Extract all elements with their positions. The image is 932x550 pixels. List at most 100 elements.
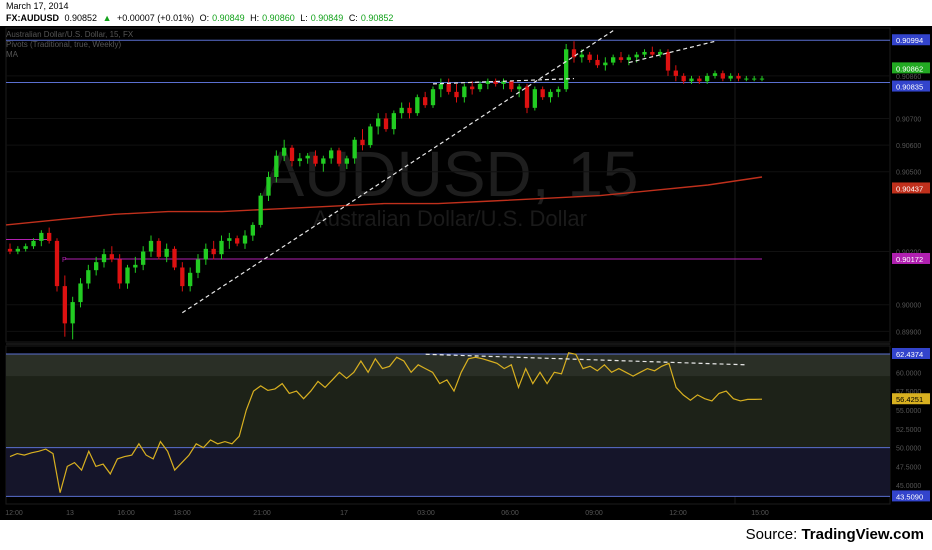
price-tick-label: 0.90600 <box>896 143 921 150</box>
candle-body <box>258 195 263 225</box>
candle-body <box>195 259 201 273</box>
watermark-name: Australian Dollar/U.S. Dollar <box>313 206 587 231</box>
candle-body <box>344 158 349 164</box>
x-tick-label: 21:00 <box>253 510 271 517</box>
price-tag-bg <box>892 62 930 74</box>
quote-line: FX:AUDUSD 0.90852 ▲ +0.00007 (+0.01%) O:… <box>6 13 396 23</box>
candle-body <box>156 240 161 257</box>
candle-body <box>399 107 404 114</box>
price-tick-label: 0.89900 <box>896 329 921 336</box>
candle-body <box>250 224 255 236</box>
candle-body <box>31 240 36 247</box>
open-value: 0.90849 <box>212 13 245 23</box>
candle-body <box>595 59 600 66</box>
rsi-tag: 56.4251 <box>896 395 923 404</box>
candle-body <box>297 158 302 162</box>
candle-body <box>360 139 365 146</box>
candle-body <box>172 248 177 268</box>
candle-body <box>219 240 224 255</box>
price-tag-bg <box>892 80 930 92</box>
candle-body <box>148 240 154 252</box>
close-value: 0.90852 <box>360 13 394 23</box>
candle-body <box>15 248 20 252</box>
candle-body <box>125 267 130 284</box>
candle-body <box>720 73 725 79</box>
source-label: Source: <box>745 526 798 543</box>
chart-header: March 17, 2014 FX:AUDUSD 0.90852 ▲ +0.00… <box>0 0 932 26</box>
candle-body <box>101 254 107 263</box>
x-tick-label: 12:00 <box>669 510 687 517</box>
candle-body <box>62 286 67 324</box>
rsi-tick-label: 45.0000 <box>896 483 921 490</box>
source-credit: Source: TradingView.com <box>746 526 924 543</box>
last-price: 0.90852 <box>64 13 98 23</box>
candle-body <box>571 49 577 58</box>
candle-body <box>689 78 694 82</box>
watermark-symbol: AUDUSD, 15 <box>262 138 639 210</box>
high-label: H: <box>250 13 260 23</box>
price-tag-bg <box>892 34 930 46</box>
candle-body <box>524 86 530 108</box>
chart-area[interactable]: AUDUSD, 15 Australian Dollar/U.S. Dollar … <box>0 26 932 520</box>
price-tag: 0.90835 <box>896 83 923 92</box>
candle-body <box>188 272 193 287</box>
rsi-top-band <box>6 353 890 377</box>
rsi-tag-bg <box>892 347 930 359</box>
price-tag: 0.90437 <box>896 184 923 193</box>
trendline <box>432 77 575 85</box>
price-tag-bg <box>892 182 930 194</box>
symbol: FX:AUDUSD <box>6 13 59 23</box>
legend-line-1: Australian Dollar/U.S. Dollar, 15, FX <box>6 30 134 39</box>
candle-body <box>611 57 616 63</box>
price-tag: 0.90862 <box>896 64 923 73</box>
candle-body <box>556 89 561 92</box>
candle-body <box>336 150 342 164</box>
candle-body <box>728 75 733 79</box>
candle-body <box>415 97 420 114</box>
candle-body <box>532 89 537 108</box>
candle-body <box>470 86 475 90</box>
candle-body <box>665 51 671 71</box>
candle-body <box>329 150 334 159</box>
pivot-label: P <box>62 257 67 264</box>
candle-body <box>681 75 686 82</box>
rsi-tick-label: 47.5000 <box>896 464 921 471</box>
x-tick-label: 06:00 <box>501 510 519 517</box>
price-pane <box>5 27 891 343</box>
candle-body <box>509 81 514 90</box>
candle-body <box>227 238 232 241</box>
candle-body <box>235 238 240 244</box>
candle-body <box>242 235 248 244</box>
rsi-trendline <box>425 353 746 366</box>
candle-body <box>650 51 655 55</box>
candle-body <box>564 49 569 90</box>
price-tag-bg <box>892 252 930 264</box>
candle-body <box>548 91 553 98</box>
footer: Source: TradingView.com <box>0 520 932 550</box>
candle-body <box>39 232 44 241</box>
candle-body <box>376 118 381 127</box>
candle-body <box>321 158 326 164</box>
chart-date: March 17, 2014 <box>6 1 69 11</box>
candle-body <box>70 302 75 324</box>
candle-body <box>736 75 741 79</box>
low-label: L: <box>300 13 308 23</box>
x-tick-label: 17 <box>340 510 348 517</box>
source-name: TradingView.com <box>801 526 924 543</box>
rsi-tick-label: 57.5000 <box>896 389 921 396</box>
close-label: C: <box>348 13 358 23</box>
legend-line-2: Pivots (Traditional, true, Weekly) <box>6 40 122 49</box>
candle-body <box>391 113 396 130</box>
candle-body <box>282 147 287 156</box>
candle-body <box>23 246 28 249</box>
candle-body <box>705 75 710 82</box>
candle-body <box>485 81 490 84</box>
candle-body <box>164 248 169 257</box>
price-tick-label: 0.90500 <box>896 170 921 177</box>
open-label: O: <box>199 13 210 23</box>
price-tick-label: 0.90860 <box>896 74 921 81</box>
candle-body <box>759 78 765 80</box>
candle-body <box>493 81 498 84</box>
rsi-lower-band <box>6 447 890 497</box>
